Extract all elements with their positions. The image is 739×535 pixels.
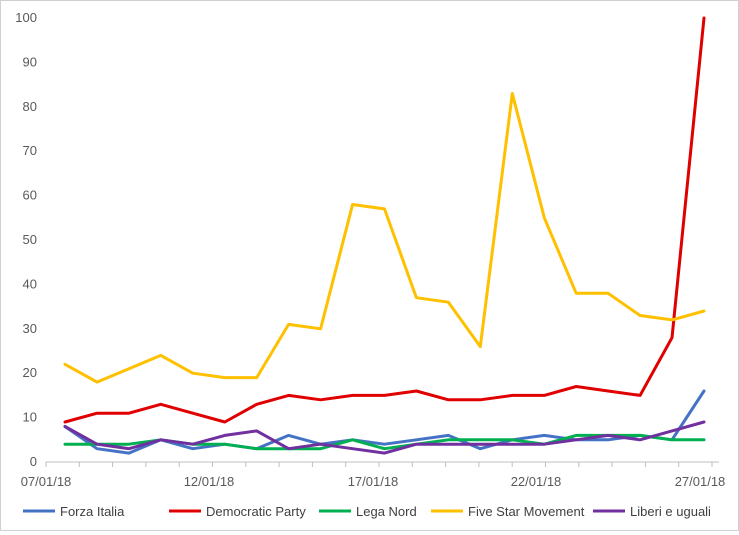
legend-label: Forza Italia (60, 504, 125, 519)
y-tick-label: 10 (23, 410, 37, 425)
x-tick-label: 17/01/18 (348, 474, 399, 489)
y-tick-label: 100 (15, 10, 37, 25)
x-tick-label: 27/01/18 (675, 474, 726, 489)
series-line-lega-nord (63, 433, 706, 451)
y-tick-label: 30 (23, 321, 37, 336)
series-line-forza-italia (63, 389, 706, 455)
series-lines (63, 16, 706, 455)
legend-label: Lega Nord (356, 504, 417, 519)
y-tick-label: 70 (23, 143, 37, 158)
y-tick-label: 90 (23, 54, 37, 69)
y-tick-label: 50 (23, 232, 37, 247)
x-tick-label: 12/01/18 (184, 474, 235, 489)
y-tick-label: 0 (30, 454, 37, 469)
series-line-liberi-e-uguali (63, 420, 706, 455)
y-tick-label: 40 (23, 276, 37, 291)
legend-label: Five Star Movement (468, 504, 585, 519)
y-tick-label: 60 (23, 188, 37, 203)
x-axis: 07/01/18 12/01/18 17/01/18 22/01/18 27/01/18 (21, 461, 726, 489)
legend: Forza Italia Democratic Party Lega Nord Fiv… (23, 504, 711, 519)
series-line-democratic-party (63, 16, 706, 424)
y-axis: 0 10 20 30 40 50 60 70 80 90 100 (15, 10, 37, 469)
x-tick-label: 22/01/18 (511, 474, 562, 489)
legend-label: Democratic Party (206, 504, 306, 519)
x-tick-label: 07/01/18 (21, 474, 72, 489)
series-line-five-star-movement (63, 92, 706, 384)
y-tick-label: 20 (23, 365, 37, 380)
y-tick-label: 80 (23, 99, 37, 114)
legend-label: Liberi e uguali (630, 504, 711, 519)
